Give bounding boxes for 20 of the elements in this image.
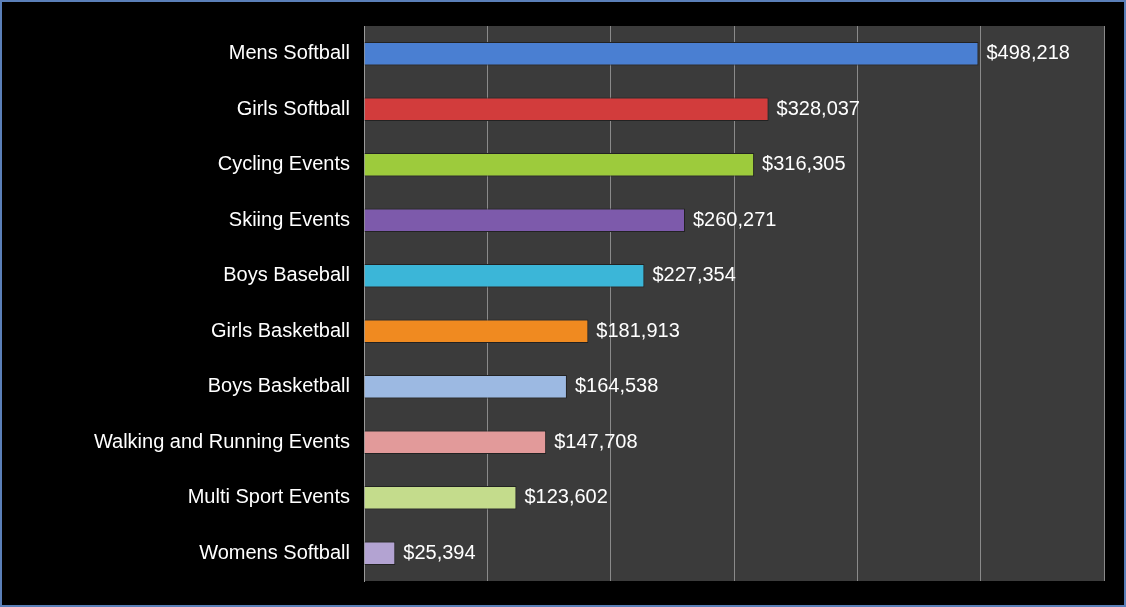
- data-label: $147,708: [554, 429, 638, 452]
- data-label: $25,394: [403, 540, 476, 563]
- data-label: $316,305: [762, 152, 846, 175]
- y-tick-label: Walking and Running Events: [93, 429, 350, 452]
- y-tick-label: Skiing Events: [228, 207, 350, 230]
- y-tick-label: Cycling Events: [217, 152, 350, 175]
- y-tick-label: Girls Basketball: [211, 318, 350, 341]
- data-label: $328,037: [776, 96, 860, 119]
- data-label: $181,913: [596, 318, 680, 341]
- data-label: $227,354: [652, 263, 736, 286]
- y-tick-label: Boys Baseball: [223, 263, 350, 286]
- data-label: $123,602: [524, 485, 608, 508]
- data-label: $260,271: [693, 207, 777, 230]
- y-tick-label: Boys Basketball: [207, 374, 350, 397]
- y-tick-label: Womens Softball: [199, 540, 350, 563]
- y-tick-label: Mens Softball: [228, 41, 350, 64]
- y-tick-label: Multi Sport Events: [187, 485, 350, 508]
- y-tick-label: Girls Softball: [236, 96, 350, 119]
- data-label: $498,218: [986, 41, 1070, 64]
- data-label: $164,538: [574, 374, 659, 397]
